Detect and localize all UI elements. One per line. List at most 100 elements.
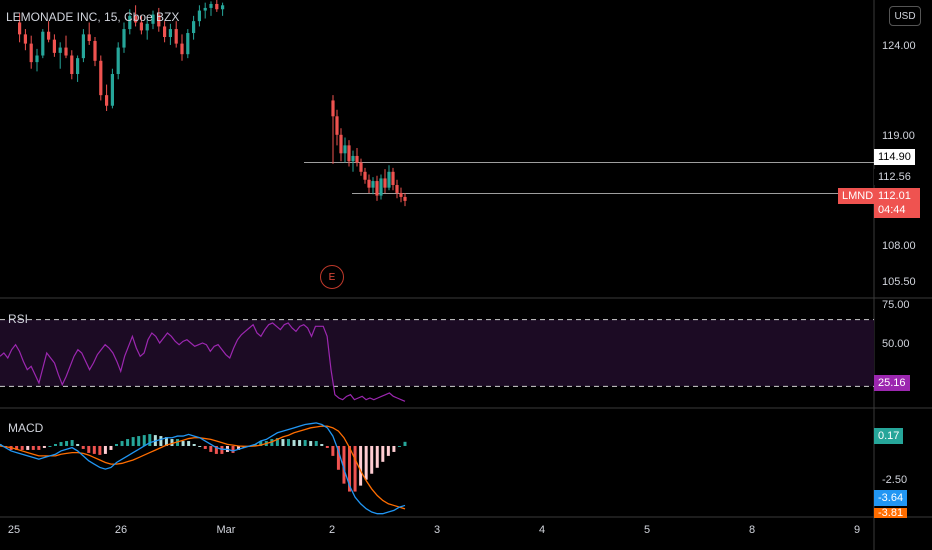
macd-hist-bar-10 [53, 444, 57, 446]
candle-body-5 [47, 31, 51, 40]
last-price-value: 112.01 [878, 190, 911, 202]
macd-hist-bar-16 [87, 445, 91, 453]
candle-body-8 [64, 47, 68, 56]
macd-hist-bar-47 [259, 441, 263, 446]
macd-hist-bar-29 [159, 436, 163, 446]
rsi-tick-75: 75.00 [882, 299, 910, 311]
macd-hist-bar-72 [397, 445, 401, 447]
macd-hist-bar-61 [336, 445, 340, 470]
macd-hist-bar-7 [37, 445, 41, 450]
macd-hist-bar-57 [314, 441, 318, 446]
candle-body-12 [87, 34, 91, 41]
macd-hist-bar-26 [142, 435, 146, 446]
candle-body-52 [395, 185, 399, 193]
candle-body-45 [367, 179, 371, 188]
candle-body-35 [221, 5, 225, 10]
rsi-line [0, 322, 406, 402]
x-tick-9: 9 [853, 524, 861, 536]
candle-body-40 [347, 145, 351, 162]
macd-value-tag: -3.64 [874, 490, 908, 506]
macd-pane-label: MACD [8, 421, 44, 435]
macd-hist-bar-56 [309, 441, 313, 446]
candle-body-49 [383, 178, 387, 188]
macd-hist-bar-5 [26, 445, 30, 450]
symbol-tag: LMND [838, 188, 878, 204]
macd-hist-bar-73 [403, 441, 407, 446]
macd-hist-bar-66 [364, 445, 368, 480]
candle-body-19 [128, 15, 132, 30]
candle-body-37 [335, 116, 339, 135]
candle-body-3 [35, 55, 39, 63]
candle-body-41 [351, 155, 355, 162]
candle-body-24 [157, 14, 161, 27]
candle-body-14 [99, 60, 103, 96]
signal-line [0, 425, 406, 510]
rsi-pane-label: RSI [8, 312, 29, 326]
price-tick-124: 124.00 [882, 40, 916, 52]
macd-hist-bar-52 [286, 439, 290, 446]
rsi-value-tag: 25.16 [874, 375, 910, 391]
candle-body-6 [52, 39, 56, 53]
candle-body-20 [134, 15, 138, 23]
candle-body-16 [110, 74, 114, 106]
symbol-title: LEMONADE INC, 15, Cboe BZX [6, 10, 180, 24]
candle-body-43 [359, 162, 363, 172]
currency-button[interactable]: USD [889, 6, 921, 26]
macd-hist-bar-18 [98, 445, 102, 455]
earnings-marker[interactable]: E [320, 265, 344, 289]
candle-body-29 [186, 33, 190, 55]
macd-hist-bar-64 [353, 445, 357, 492]
price-tick-108: 108.00 [882, 240, 916, 252]
candle-body-26 [168, 29, 172, 38]
candle-body-22 [145, 23, 149, 31]
macd-hist-bar-58 [320, 444, 324, 446]
macd-hist-bar-34 [187, 441, 191, 446]
x-tick-25: 25 [7, 524, 21, 536]
macd-hist-bar-38 [209, 445, 213, 452]
macd-hist-bar-68 [375, 445, 379, 468]
candle-body-1 [23, 34, 27, 44]
macd-hist-bar-65 [359, 445, 363, 486]
macd-tick-neg-2-5: -2.50 [882, 474, 908, 486]
macd-hist-bar-30 [164, 437, 168, 446]
x-tick-4: 4 [538, 524, 546, 536]
candle-body-36 [331, 100, 335, 117]
macd-hist-bar-33 [181, 441, 185, 446]
candle-body-54 [403, 196, 407, 201]
macd-hist-bar-63 [348, 445, 352, 492]
candle-body-39 [343, 145, 347, 154]
macd-hist-bar-70 [386, 445, 390, 456]
candle-body-42 [355, 155, 359, 163]
candle-body-44 [363, 171, 367, 180]
candle-body-17 [116, 47, 120, 75]
macd-hist-bar-3 [15, 445, 19, 450]
macd-hist-bar-4 [20, 445, 24, 450]
candle-body-32 [203, 7, 207, 11]
x-tick-8: 8 [748, 524, 756, 536]
macd-hist-bar-62 [342, 445, 346, 484]
macd-hist-bar-8 [42, 445, 46, 448]
x-tick-mar: Mar [216, 524, 236, 536]
candle-body-33 [209, 3, 213, 8]
candle-body-18 [122, 29, 126, 48]
candle-body-23 [151, 14, 155, 24]
candle-body-51 [391, 171, 395, 186]
macd-hist-bar-39 [214, 445, 218, 454]
macd-hist-bar-43 [237, 445, 241, 450]
macd-hist-bar-42 [231, 445, 235, 453]
macd-hist-bar-37 [203, 445, 207, 449]
macd-hist-bar-27 [148, 434, 152, 446]
macd-hist-bar-12 [65, 441, 69, 446]
macd-hist-bar-53 [292, 440, 296, 446]
macd-hist-bar-36 [198, 445, 202, 447]
candle-body-38 [339, 134, 343, 154]
candle-body-46 [371, 181, 375, 188]
candle-body-2 [29, 43, 33, 63]
candle-body-50 [387, 171, 391, 188]
candle-body-34 [215, 3, 219, 10]
macd-hist-bar-69 [381, 445, 385, 462]
macd-hist-bar-11 [59, 442, 63, 446]
macd-hist-bar-19 [103, 445, 107, 454]
macd-hist-bar-20 [109, 445, 113, 450]
